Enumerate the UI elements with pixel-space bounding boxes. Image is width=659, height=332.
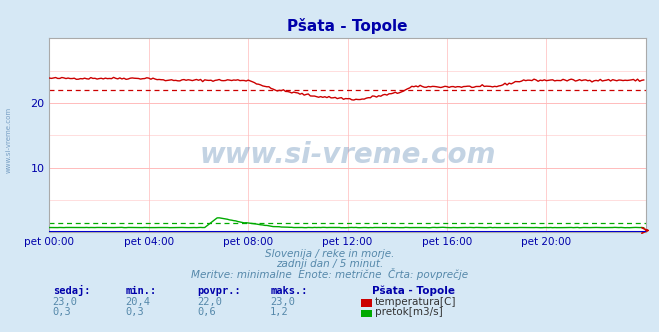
Text: povpr.:: povpr.: — [198, 286, 241, 296]
Text: 0,6: 0,6 — [198, 307, 216, 317]
Text: zadnji dan / 5 minut.: zadnji dan / 5 minut. — [276, 259, 383, 269]
Text: pretok[m3/s]: pretok[m3/s] — [375, 307, 443, 317]
Text: Pšata - Topole: Pšata - Topole — [372, 285, 455, 296]
Text: maks.:: maks.: — [270, 286, 308, 296]
Text: Meritve: minimalne  Enote: metrične  Črta: povprečje: Meritve: minimalne Enote: metrične Črta:… — [191, 268, 468, 280]
Text: 22,0: 22,0 — [198, 297, 223, 307]
Text: www.si-vreme.com: www.si-vreme.com — [5, 106, 11, 173]
Text: www.si-vreme.com: www.si-vreme.com — [200, 141, 496, 169]
Text: 23,0: 23,0 — [270, 297, 295, 307]
Title: Pšata - Topole: Pšata - Topole — [287, 18, 408, 34]
Text: 1,2: 1,2 — [270, 307, 289, 317]
Text: Slovenija / reke in morje.: Slovenija / reke in morje. — [265, 249, 394, 259]
Text: 0,3: 0,3 — [125, 307, 144, 317]
Text: 23,0: 23,0 — [53, 297, 78, 307]
Text: min.:: min.: — [125, 286, 156, 296]
Text: sedaj:: sedaj: — [53, 285, 90, 296]
Text: 20,4: 20,4 — [125, 297, 150, 307]
Text: 0,3: 0,3 — [53, 307, 71, 317]
Text: temperatura[C]: temperatura[C] — [375, 297, 457, 307]
